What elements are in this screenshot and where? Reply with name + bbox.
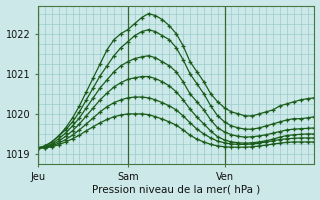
X-axis label: Pression niveau de la mer( hPa ): Pression niveau de la mer( hPa ) bbox=[92, 184, 260, 194]
